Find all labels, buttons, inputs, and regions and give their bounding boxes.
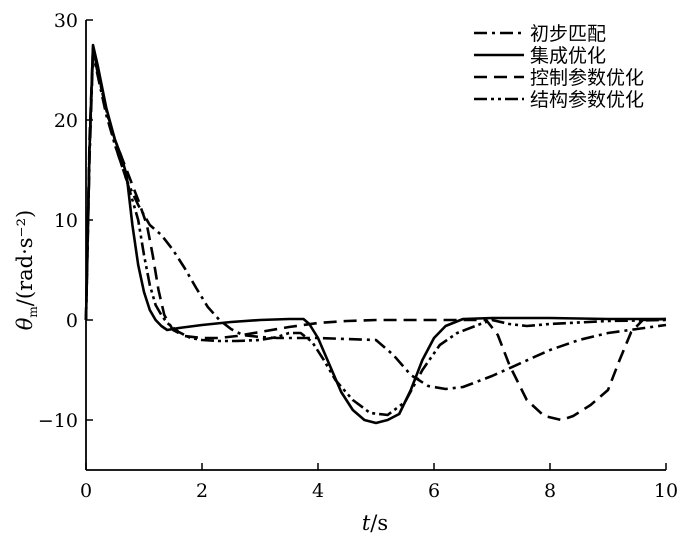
x-axis-unit: /s [370,511,388,535]
legend-label-3: 控制参数优化 [530,67,644,89]
y-tick-label: 0 [66,310,78,332]
x-tick-label: 0 [80,480,92,502]
y-axis-subscript: m [26,306,40,318]
x-tick-label: 10 [654,480,678,502]
legend-label-1: 初步匹配 [530,23,606,45]
ticks-layer: 0 2 4 6 8 10 −10 0 10 20 30 [38,10,678,502]
x-tick-label: 4 [312,480,324,502]
x-tick-label: 6 [428,480,440,502]
y-axis-title: θm/(rad·s⁻²) [13,210,40,330]
legend-label-4: 结构参数优化 [530,89,644,111]
y-axis-unit: /(rad·s⁻²) [13,210,37,306]
series-line-4 [84,50,667,417]
series-layer [84,43,667,425]
y-tick-label: 20 [54,110,78,132]
legend-label-2: 集成优化 [530,45,606,67]
x-tick-label: 8 [544,480,556,502]
series-line-3 [84,46,667,422]
y-tick-label: 30 [54,10,78,32]
x-tick-label: 2 [196,480,208,502]
y-axis-variable: θ [13,317,37,330]
x-axis-variable: t [362,511,371,535]
y-tick-label: −10 [38,410,78,432]
axes-layer [85,20,666,471]
x-axis-title: t/s [362,511,388,535]
y-tick-label: 10 [54,210,78,232]
